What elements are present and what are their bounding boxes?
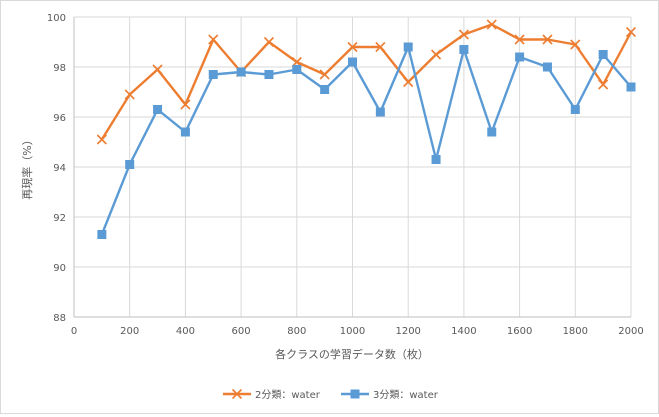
x-tick-label: 1000: [340, 326, 365, 337]
series-2: [97, 42, 636, 239]
marker-stroke: [542, 34, 553, 45]
marker-stroke: [570, 39, 581, 50]
data-point: [152, 64, 163, 75]
data-point: [96, 134, 107, 145]
x-tick-label: 1200: [395, 326, 420, 337]
series-line: [100, 23, 633, 141]
data-point: [430, 49, 442, 60]
x-tick-label: 200: [120, 326, 139, 337]
data-point: [626, 82, 636, 92]
marker-stroke: [231, 388, 243, 400]
data-point: [347, 41, 358, 53]
marker-stroke: [347, 41, 358, 53]
legend-label: 3分類：water: [373, 389, 439, 401]
y-tick-label: 100: [47, 13, 66, 24]
marker-stroke: [263, 36, 275, 48]
data-point: [570, 105, 580, 114]
data-point: [153, 105, 163, 114]
data-point: [375, 107, 385, 117]
data-point: [319, 69, 330, 80]
marker-stroke: [514, 34, 525, 45]
axes: [73, 17, 631, 318]
legend-item-1: 2分類：water: [223, 388, 321, 401]
y-tick-label: 90: [53, 263, 66, 274]
data-point: [598, 79, 609, 90]
data-point: [125, 160, 135, 169]
marker-stroke: [96, 134, 107, 145]
data-point: [431, 155, 441, 164]
y-tick-label: 92: [53, 213, 66, 224]
x-tick-label: 1600: [507, 326, 532, 337]
data-point: [403, 76, 414, 88]
data-point: [263, 36, 275, 48]
series-1: [96, 19, 637, 145]
x-axis-title: 各クラスの学習データ数（枚）: [275, 347, 429, 361]
marker-stroke: [319, 69, 330, 80]
data-point: [236, 67, 246, 77]
data-point: [348, 57, 357, 67]
marker-stroke: [430, 49, 442, 60]
data-point: [458, 29, 469, 40]
legend-item-2: 3分類：water: [341, 389, 439, 401]
legend-marker: [231, 388, 243, 400]
data-point: [625, 26, 637, 38]
data-point: [487, 127, 497, 137]
data-point: [124, 89, 135, 100]
data-point: [515, 52, 525, 62]
series-line: [100, 45, 632, 235]
data-point: [486, 19, 497, 30]
data-point: [264, 70, 274, 79]
data-point: [459, 45, 469, 54]
data-point: [180, 127, 190, 137]
x-tick-label: 0: [71, 326, 77, 337]
data-point: [208, 70, 218, 79]
series-group: [96, 19, 637, 239]
x-tick-label: 400: [176, 326, 195, 337]
marker-stroke: [403, 76, 414, 88]
x-tick-label: 1400: [451, 326, 476, 337]
marker-stroke: [180, 99, 191, 110]
marker-stroke: [458, 29, 469, 40]
data-point: [375, 41, 386, 53]
data-point: [542, 62, 552, 72]
y-axis-title: 再現率（%）: [20, 134, 34, 199]
marker-stroke: [486, 19, 497, 30]
x-tick-label: 1800: [563, 326, 588, 337]
y-tick-label: 94: [53, 163, 66, 174]
y-tick-label: 88: [53, 313, 66, 324]
data-point: [514, 34, 525, 45]
legend: 2分類：water 3分類：water: [223, 388, 439, 401]
data-point: [570, 39, 581, 50]
data-point: [97, 230, 107, 239]
marker-stroke: [152, 64, 163, 75]
data-point: [598, 50, 608, 59]
y-tick-label: 96: [53, 113, 66, 124]
x-tick-label: 600: [232, 326, 251, 337]
data-point: [208, 34, 219, 45]
x-tick-label: 2000: [618, 326, 643, 337]
data-point: [403, 42, 413, 52]
data-point: [292, 65, 302, 74]
data-point: [320, 85, 330, 94]
marker-stroke: [598, 79, 609, 90]
marker-stroke: [375, 41, 386, 53]
data-point: [180, 99, 191, 110]
marker-stroke: [208, 34, 219, 45]
data-point: [542, 34, 553, 45]
marker-stroke: [625, 26, 637, 38]
marker-stroke: [124, 89, 135, 100]
legend-label: 2分類：water: [255, 389, 321, 401]
y-tick-label: 98: [53, 63, 66, 74]
x-tick-label: 800: [287, 326, 306, 337]
legend-marker: [350, 389, 360, 399]
